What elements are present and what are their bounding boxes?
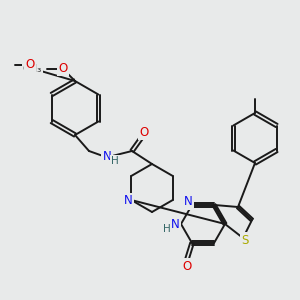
Text: O: O bbox=[182, 260, 192, 273]
Text: O: O bbox=[58, 61, 68, 74]
Text: H: H bbox=[163, 224, 171, 234]
Text: O: O bbox=[26, 58, 34, 71]
Text: H: H bbox=[111, 156, 119, 166]
Text: S: S bbox=[241, 233, 249, 247]
Text: N: N bbox=[171, 218, 179, 230]
Text: N: N bbox=[124, 194, 133, 208]
Text: N: N bbox=[184, 195, 192, 208]
Text: CH₃: CH₃ bbox=[23, 64, 42, 74]
Text: O: O bbox=[140, 125, 148, 139]
Text: N: N bbox=[103, 149, 111, 163]
